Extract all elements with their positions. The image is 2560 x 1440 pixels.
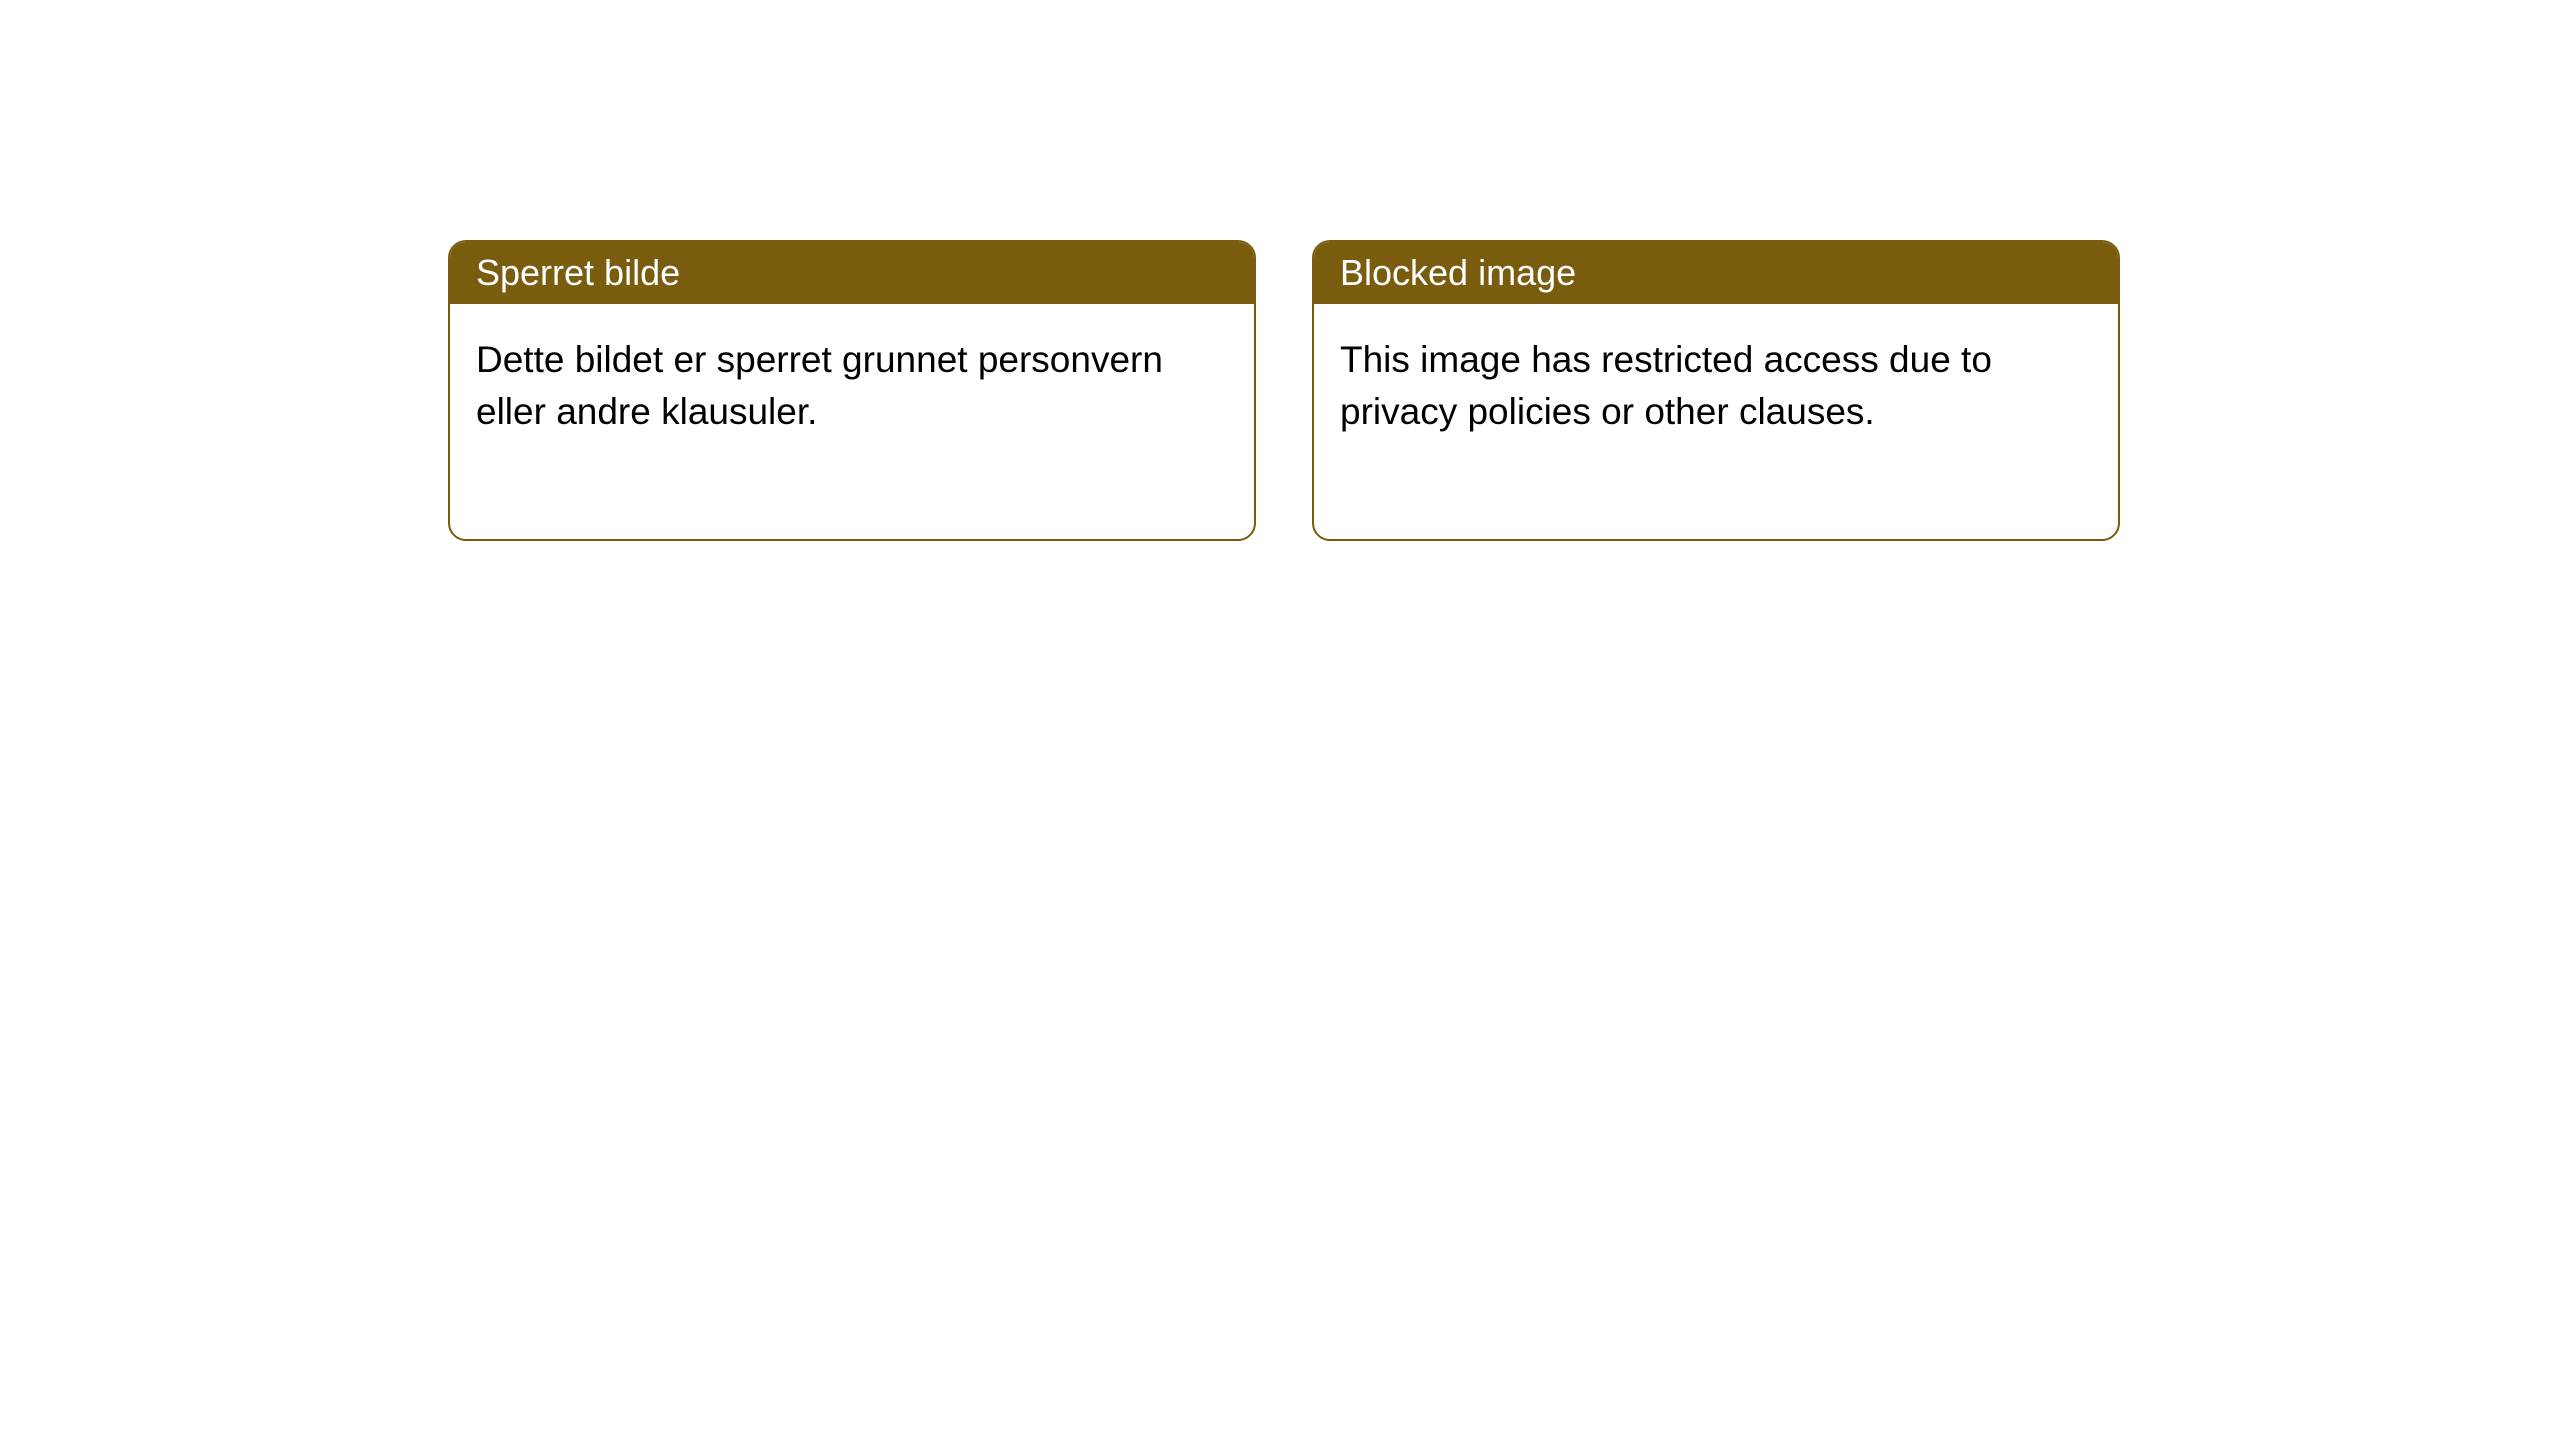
notice-title: Sperret bilde: [476, 252, 680, 293]
notice-body: Dette bildet er sperret grunnet personve…: [450, 304, 1254, 539]
notice-body-text: Dette bildet er sperret grunnet personve…: [476, 339, 1163, 432]
notice-title: Blocked image: [1340, 252, 1576, 293]
notice-card-norwegian: Sperret bilde Dette bildet er sperret gr…: [448, 240, 1256, 541]
notice-header: Sperret bilde: [450, 242, 1254, 304]
notice-container: Sperret bilde Dette bildet er sperret gr…: [0, 0, 2560, 541]
notice-body: This image has restricted access due to …: [1314, 304, 2118, 539]
notice-body-text: This image has restricted access due to …: [1340, 339, 1992, 432]
notice-header: Blocked image: [1314, 242, 2118, 304]
notice-card-english: Blocked image This image has restricted …: [1312, 240, 2120, 541]
